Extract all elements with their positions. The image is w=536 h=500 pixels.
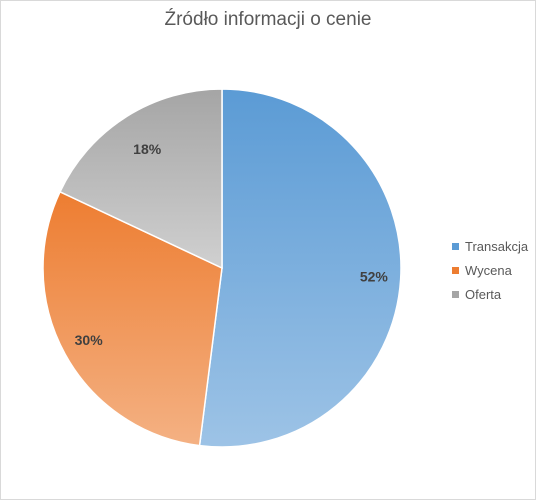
legend-swatch (452, 242, 459, 250)
pie-slice-oferta (59, 88, 223, 270)
legend-item-wycena: Wycena (452, 258, 528, 282)
legend-label: Oferta (465, 286, 502, 302)
legend-label: Transakcja (465, 238, 529, 254)
pie-slice-transakcja (198, 88, 402, 448)
legend-swatch (452, 266, 459, 274)
legend: Transakcja Wycena Oferta (452, 234, 528, 306)
legend-label: Wycena (465, 262, 512, 278)
legend-swatch (452, 290, 459, 298)
chart-title: Źródło informacji o cenie (164, 9, 372, 30)
legend-item-transakcja: Transakcja (452, 234, 528, 258)
data-label-wycena: 30% (75, 332, 104, 348)
pie-slice-wycena (42, 190, 223, 447)
legend-item-oferta: Oferta (452, 282, 528, 306)
data-label-oferta: 18% (133, 141, 162, 157)
data-label-transakcja: 52% (360, 268, 389, 284)
